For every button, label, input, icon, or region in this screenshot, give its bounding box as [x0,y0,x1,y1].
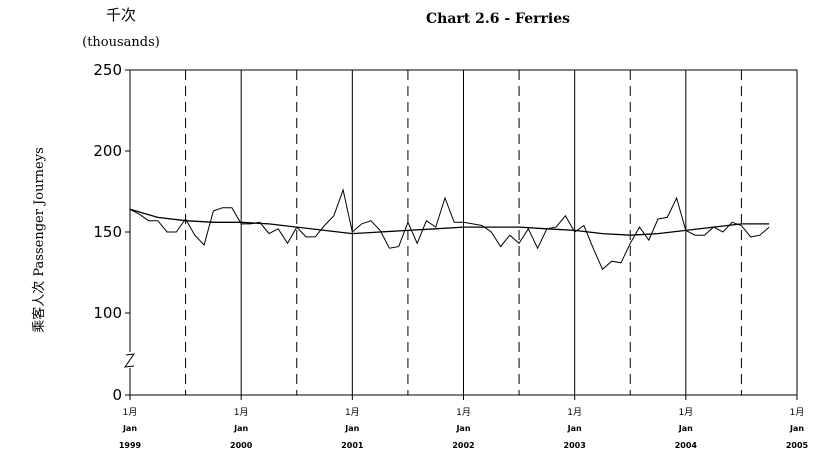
x-tick-year: 2005 [786,441,809,450]
y-tick-label: 200 [93,142,122,160]
y-axis-break [123,352,136,368]
y-tick-label: 0 [112,386,122,404]
chart-title: Chart 2.6 - Ferries [426,11,570,27]
x-axis-ticks: 1月 Jan 1999 1月 Jan 2000 1月 Jan 2001 1月 Jan 2002 1月 Ja… [119,395,809,450]
x-tick-month: 1月 [678,407,693,418]
y-tick-label: 250 [93,61,122,79]
x-tick-mon: Jan [233,424,248,433]
x-tick-month: 1月 [567,407,582,418]
x-tick-year: 2003 [564,441,586,450]
y-tick-label: 100 [93,304,122,322]
unit-label-en: (thousands) [82,35,160,50]
x-tick-mon: Jan [678,424,693,433]
x-tick-month: 1月 [345,407,360,418]
trend-series-line [129,208,770,236]
x-tick-mon: Jan [344,424,359,433]
x-tick-year: 2004 [675,441,698,450]
series-group [129,188,770,271]
x-tick-month: 1月 [456,407,471,418]
x-tick-year: 1999 [119,441,142,450]
actual-series-line [129,188,770,271]
x-tick-year: 2001 [341,441,364,450]
x-tick-mon: Jan [789,424,804,433]
x-tick-mon: Jan [122,424,137,433]
x-tick-year: 2002 [452,441,474,450]
x-tick-year: 2000 [230,441,253,450]
gridlines [185,70,742,395]
unit-label-cn: 千次 [106,6,136,24]
x-tick-mon: Jan [567,424,582,433]
y-axis-label: 乘客人次 Passenger Journeys [31,147,47,333]
x-tick-month: 1月 [123,407,138,418]
y-tick-label: 150 [93,223,122,241]
x-tick-mon: Jan [455,424,470,433]
x-tick-month: 1月 [790,407,805,418]
x-tick-month: 1月 [234,407,249,418]
axis-break-mark [123,353,136,368]
y-axis-ticks: 0 100 150 200 250 [93,61,130,404]
